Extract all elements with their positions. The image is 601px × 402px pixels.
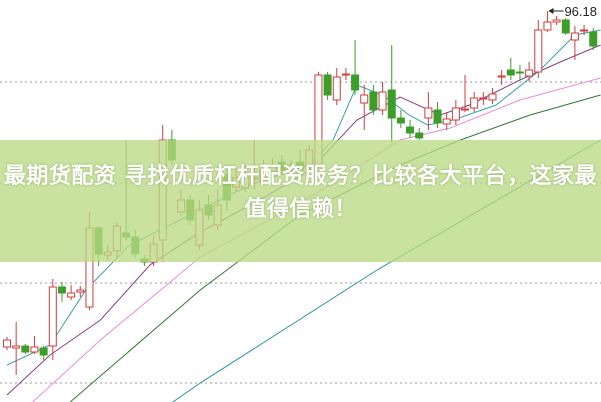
candle-up xyxy=(12,345,21,349)
candle-up xyxy=(76,289,85,293)
candle-down xyxy=(406,126,415,134)
candle-up xyxy=(3,339,11,348)
candle-up xyxy=(543,21,552,31)
article-title: 最期货配资 寻找优质杠杆配资服务？比较各大平台，这家最值得信赖！ xyxy=(3,164,598,222)
candle-up xyxy=(479,97,488,100)
candle-down xyxy=(351,74,360,91)
title-banner xyxy=(0,140,601,262)
candle-down xyxy=(561,19,570,34)
candle-down xyxy=(21,345,30,353)
candle-up xyxy=(497,75,506,78)
candle-up xyxy=(525,69,534,77)
candle-down xyxy=(387,89,396,119)
candle-up xyxy=(552,19,561,23)
candle-down xyxy=(396,117,405,124)
candle-down xyxy=(323,74,332,96)
candle-up xyxy=(332,76,341,101)
candle-down xyxy=(415,132,424,139)
candle-down xyxy=(589,31,598,47)
candle-down xyxy=(515,71,524,74)
candle-up xyxy=(451,107,460,121)
candle-up xyxy=(360,94,369,104)
candle-down xyxy=(369,91,378,111)
candle-up xyxy=(30,346,39,353)
max-price-label: 96.18 xyxy=(564,4,597,19)
candle-up xyxy=(534,29,543,73)
candle-up xyxy=(461,108,469,111)
candle-up xyxy=(424,107,433,119)
candle-up xyxy=(341,73,350,76)
candle-down xyxy=(39,347,48,356)
candle-down xyxy=(57,286,66,294)
arrow-icon xyxy=(548,8,554,14)
candle-down xyxy=(433,109,442,124)
candle-down xyxy=(506,69,515,76)
candle-up xyxy=(67,292,76,298)
candle-up xyxy=(580,29,589,32)
candle-up xyxy=(470,97,479,109)
candle-up xyxy=(378,91,387,111)
candle-up xyxy=(488,93,497,101)
candle-up xyxy=(442,118,451,125)
candle-up xyxy=(570,32,579,41)
candle-up xyxy=(48,286,57,347)
